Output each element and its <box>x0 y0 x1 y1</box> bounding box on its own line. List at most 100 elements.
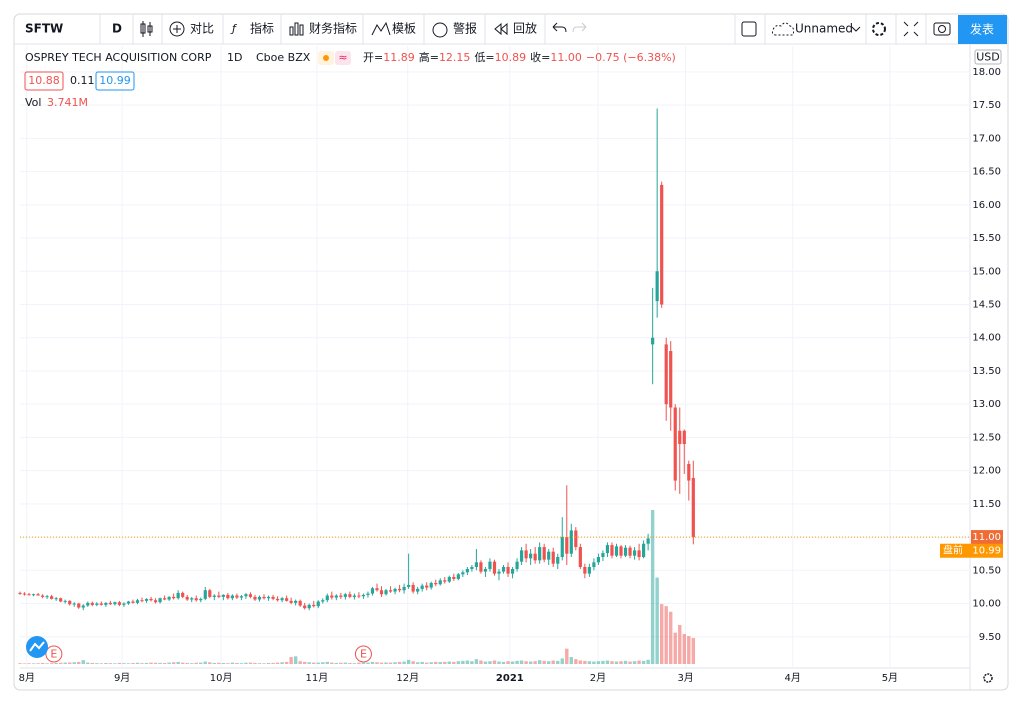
volume-bar <box>140 663 144 664</box>
volume-bar <box>104 663 108 664</box>
volume-bar <box>126 663 131 664</box>
candle-body <box>203 590 207 599</box>
select-button[interactable] <box>741 21 757 37</box>
redo-button[interactable] <box>572 22 587 33</box>
volume-bar <box>221 663 226 664</box>
replay-button[interactable]: 回放 <box>513 21 537 36</box>
candle-body <box>163 598 167 600</box>
volume-bar <box>86 662 90 664</box>
volume-bar <box>203 661 207 664</box>
candle-body <box>190 598 194 600</box>
legend-exchange: Cboe BZX <box>256 51 311 64</box>
compare-button[interactable]: 对比 <box>190 22 214 36</box>
volume-bar <box>239 663 244 664</box>
volume-bar <box>632 661 637 664</box>
candle-style-icon[interactable] <box>140 21 153 37</box>
currency: USD <box>976 51 1000 64</box>
candle-body <box>691 477 695 538</box>
candle-body <box>456 574 460 579</box>
volume-bar <box>325 661 329 664</box>
candle-body <box>443 580 447 582</box>
candle-body <box>31 594 36 596</box>
layout-name[interactable]: Unnamed <box>795 22 853 36</box>
volume-bar <box>153 662 158 664</box>
candle-body <box>248 594 253 597</box>
ohlc-value: 10.89 <box>495 51 527 64</box>
candle-body <box>108 602 112 605</box>
undo-button[interactable] <box>552 22 567 33</box>
volume-bar <box>578 660 583 664</box>
alert-button[interactable]: 警报 <box>453 21 477 36</box>
settings-button[interactable] <box>872 22 886 36</box>
volume-bar <box>583 660 587 664</box>
last-price-tag <box>971 530 1003 545</box>
candle-body <box>59 598 63 602</box>
volume-bar <box>565 648 569 664</box>
candle-body <box>605 545 610 554</box>
volume-bar <box>31 663 36 664</box>
ask: 10.99 <box>99 74 131 87</box>
candle-body <box>352 595 356 597</box>
candle-body <box>361 594 366 597</box>
volume-bar <box>574 659 578 664</box>
volume-bar <box>515 660 519 664</box>
event-label: E <box>50 648 57 661</box>
ohlc-value: 12.15 <box>439 51 471 64</box>
volume-bar <box>587 661 592 664</box>
candle-body <box>384 590 388 595</box>
candle-body <box>68 600 72 605</box>
axis-settings[interactable] <box>983 673 993 683</box>
financials-button[interactable]: 财务指标 <box>309 21 357 36</box>
volume-bar <box>316 662 320 664</box>
alert-icon <box>432 22 448 38</box>
candle-body <box>651 337 655 345</box>
volume-bar <box>330 662 334 664</box>
volume-bar <box>68 662 72 664</box>
volume-bar <box>289 657 293 664</box>
volume-bar <box>135 662 140 664</box>
y-tick-label: 18.00 <box>972 67 1001 78</box>
volume-bar <box>271 662 275 664</box>
candle-body <box>538 547 542 561</box>
candle-body <box>81 605 85 608</box>
interval[interactable]: D <box>112 22 122 36</box>
y-tick-label: 11.50 <box>972 499 1001 510</box>
compare-icon[interactable] <box>169 21 185 37</box>
indicators-button[interactable]: 指标 <box>250 21 274 36</box>
volume-bar <box>117 662 122 664</box>
volume-bar <box>691 637 696 664</box>
volume-bar <box>492 660 497 664</box>
templates-button[interactable]: 模板 <box>392 22 416 36</box>
event-marker[interactable] <box>354 645 372 663</box>
x-tick-label: 12月 <box>396 672 419 684</box>
volume-label: Vol <box>25 96 41 109</box>
candle-body <box>682 430 686 445</box>
volume-bar <box>113 663 117 664</box>
candle-body <box>339 595 343 597</box>
layout-dropdown[interactable] <box>851 26 861 32</box>
publish-button[interactable] <box>958 15 1007 44</box>
x-tick-label: 4月 <box>785 672 801 684</box>
volume-bar <box>275 662 280 664</box>
volume-bar <box>420 661 424 664</box>
volume-bar <box>253 662 257 664</box>
financials-icon <box>289 22 304 36</box>
candle-body <box>294 600 298 603</box>
legend-interval: 1D <box>227 51 242 64</box>
volume-bar <box>90 662 95 664</box>
volume-bar <box>434 661 438 664</box>
candle-body <box>45 596 49 598</box>
snapshot-button[interactable] <box>933 22 951 36</box>
symbol[interactable]: SFTW <box>25 22 63 36</box>
volume-bar <box>402 661 406 664</box>
legend-title: OSPREY TECH ACQUISITION CORP <box>25 51 212 64</box>
fullscreen-button[interactable] <box>903 21 919 37</box>
candle-body <box>40 595 45 597</box>
candle-body <box>529 553 533 559</box>
volume-bar <box>370 661 375 664</box>
ohlc-value: 11.00 <box>550 51 582 64</box>
event-marker[interactable] <box>45 645 63 663</box>
volume-bar <box>456 661 461 664</box>
candle-body <box>126 601 131 604</box>
candle-body <box>569 530 573 554</box>
